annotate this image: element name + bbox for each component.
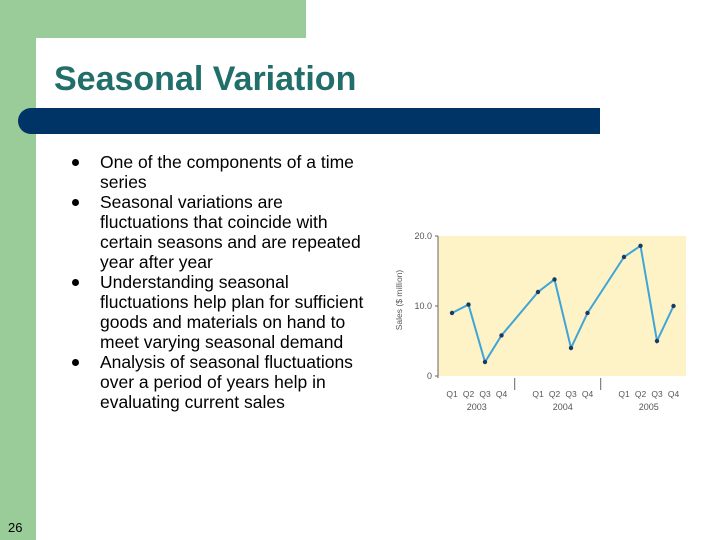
bullet-item: One of the components of a time series [70, 152, 370, 192]
bullet-item: Seasonal variations are fluctuations tha… [70, 192, 370, 272]
plot-background [438, 236, 686, 376]
x-tick-label: Q2 [635, 389, 647, 399]
x-tick-label: Q4 [496, 389, 508, 399]
x-tick-label: Q4 [668, 389, 680, 399]
x-tick-label: Q2 [463, 389, 475, 399]
series-line-connector [500, 291, 539, 337]
x-tick-label: Q3 [565, 389, 577, 399]
x-tick-label: Q1 [618, 389, 630, 399]
bullet-dot-icon [72, 199, 79, 206]
x-tick-label: Q3 [479, 389, 491, 399]
bullet-dot-icon [72, 279, 79, 286]
bullet-item: Understanding seasonal fluctuations help… [70, 272, 370, 352]
x-tick-label: Q4 [582, 389, 594, 399]
data-point [621, 254, 627, 260]
frame-left-bar [0, 0, 36, 540]
series-line-2005 [623, 244, 675, 345]
bullet-dot-icon [72, 159, 79, 166]
data-point [552, 277, 557, 282]
data-point [535, 289, 541, 295]
y-tick-label: 10.0 [414, 301, 432, 311]
bullet-text: Understanding seasonal fluctuations help… [100, 272, 364, 352]
data-point [654, 338, 660, 344]
data-point [585, 310, 590, 316]
bullet-dot-icon [72, 359, 79, 366]
chart-svg: 20.0 10.0 0 Sales ($ million) Q1 Q2 Q3 Q4 2003 Q1… [394, 231, 686, 412]
page-number: 26 [8, 520, 23, 535]
data-point [449, 310, 455, 316]
year-label: 2004 [553, 402, 573, 412]
data-point [482, 359, 488, 365]
frame-top-bar [0, 0, 306, 38]
series-line-2004 [537, 277, 589, 351]
year-label: 2003 [467, 402, 487, 412]
x-tick-label: Q1 [532, 389, 544, 399]
data-point [568, 345, 574, 351]
y-tick-label: 20.0 [414, 231, 432, 241]
slide-title: Seasonal Variation [54, 60, 357, 98]
bullet-text: Analysis of seasonal fluctuations over a… [100, 352, 353, 412]
data-point [671, 303, 676, 309]
bullet-item: Analysis of seasonal fluctuations over a… [70, 352, 370, 412]
bullet-text: Seasonal variations are fluctuations tha… [100, 192, 361, 272]
series-line-connector [586, 256, 625, 314]
seasonal-sales-chart: 20.0 10.0 0 Sales ($ million) Q1 Q2 Q3 Q4 2003 Q1… [388, 226, 690, 420]
data-point [638, 243, 643, 248]
data-point [499, 333, 504, 338]
title-underline-bar [18, 108, 600, 134]
data-point [466, 302, 471, 307]
bullet-text: One of the components of a time series [100, 152, 354, 192]
x-tick-label: Q1 [446, 389, 458, 399]
y-tick-label: 0 [427, 371, 432, 381]
year-label: 2005 [639, 402, 659, 412]
x-tick-label: Q3 [651, 389, 663, 399]
y-axis-label: Sales ($ million) [394, 270, 404, 331]
bullet-list: One of the components of a time series S… [70, 152, 370, 412]
x-tick-label: Q2 [549, 389, 561, 399]
series-line-2003 [451, 303, 503, 365]
